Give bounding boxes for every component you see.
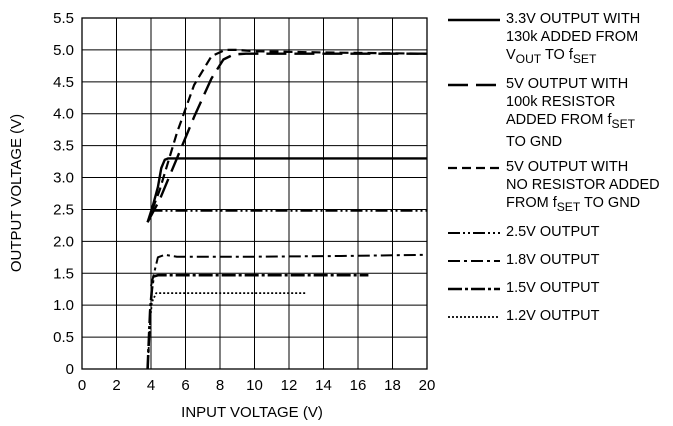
x-tick-label: 6 [181, 377, 189, 394]
x-tick-label: 16 [350, 377, 367, 394]
legend-item: 3.3V OUTPUT WITH 130k ADDED FROM VOUT TO f… [446, 10, 671, 68]
series-lines [146, 48, 428, 370]
legend-item: 2.5V OUTPUT [446, 223, 671, 241]
legend-label-line: 1.8V OUTPUT [506, 251, 600, 268]
x-tick-label: 8 [216, 377, 224, 394]
legend: 3.3V OUTPUT WITH 130k ADDED FROM VOUT TO f… [446, 10, 671, 325]
series-line [146, 157, 427, 223]
legend-label: 2.5V OUTPUT [506, 223, 599, 241]
y-tick-label: 3.0 [53, 170, 74, 187]
x-tick-label: 14 [315, 377, 332, 394]
series-line [150, 253, 428, 287]
legend-label-line: FROM fSET TO GND [506, 194, 641, 214]
y-tick-label: 5.0 [53, 42, 74, 59]
grid [81, 17, 428, 370]
legend-item: 5V OUTPUT WITH NO RESISTOR ADDED FROM fSET… [446, 158, 671, 216]
x-tick-label: 0 [78, 377, 86, 394]
series-line [146, 292, 307, 370]
y-tick-label: 1.5 [53, 265, 74, 282]
y-tick-label: 4.5 [53, 74, 74, 91]
legend-swatch [448, 18, 500, 22]
plot-frame [81, 17, 428, 370]
legend-label-line: 3.3V OUTPUT WITH [506, 11, 641, 27]
y-tick-label: 0 [66, 361, 74, 378]
legend-label: 3.3V OUTPUT WITH 130k ADDED FROM VOUT TO f… [506, 10, 640, 68]
legend-label-line: VOUT TO fSET [506, 47, 597, 66]
y-tick-label: 2.5 [53, 201, 74, 218]
series-line [146, 52, 427, 223]
legend-swatch [448, 83, 500, 87]
legend-label-line: ADDED FROM fSET [506, 111, 636, 131]
x-tick-label: 10 [246, 377, 263, 394]
legend-label: 1.8V OUTPUT [506, 251, 599, 269]
legend-label-line: 1.5V OUTPUT [506, 279, 600, 296]
series-line [146, 48, 428, 223]
y-tick-label: 1.0 [53, 297, 74, 314]
series-line [150, 209, 427, 214]
y-tick-label: 2.0 [53, 233, 74, 250]
x-tick-label: 20 [419, 377, 436, 394]
y-tick-label: 5.5 [53, 10, 74, 27]
x-tick-labels: 0 2 4 6 8 10 12 14 16 18 20 [78, 377, 436, 394]
legend-label-line: 100k RESISTOR [506, 93, 616, 110]
y-tick-labels: 0 0.5 1.0 1.5 2.0 2.5 3.0 3.5 4.0 4.5 5.0 5.5 [53, 10, 74, 378]
legend-item: 1.5V OUTPUT [446, 279, 671, 297]
legend-item: 1.2V OUTPUT [446, 307, 671, 325]
y-tick-label: 3.5 [53, 138, 74, 155]
y-tick-label: 4.0 [53, 106, 74, 123]
legend-swatch [448, 259, 500, 262]
y-tick-label: 0.5 [53, 329, 74, 346]
legend-label-line: 130k ADDED FROM [506, 29, 639, 45]
x-tick-label: 18 [384, 377, 401, 394]
legend-label-line: 5V OUTPUT WITH [506, 158, 629, 175]
x-tick-label: 4 [147, 377, 155, 394]
legend-label-line: TO GND [506, 133, 563, 150]
series-line [146, 273, 369, 370]
legend-swatch [448, 315, 500, 318]
legend-swatch [448, 231, 500, 234]
y-axis-label: OUTPUT VOLTAGE (V) [8, 114, 25, 272]
legend-label: 5V OUTPUT WITH NO RESISTOR ADDED FROM fSET… [506, 158, 660, 216]
x-tick-label: 2 [112, 377, 120, 394]
legend-label: 5V OUTPUT WITH 100k RESISTOR ADDED FROM fS… [506, 75, 635, 151]
legend-label-line: 1.2V OUTPUT [506, 307, 600, 324]
legend-label: 1.5V OUTPUT [506, 279, 599, 297]
legend-swatch [448, 287, 500, 290]
legend-item: 1.8V OUTPUT [446, 251, 671, 269]
legend-label: 1.2V OUTPUT [506, 307, 599, 325]
legend-label-line: 5V OUTPUT WITH [506, 75, 629, 92]
x-axis-label: INPUT VOLTAGE (V) [181, 404, 323, 421]
legend-label-line: NO RESISTOR ADDED [506, 176, 660, 193]
x-tick-label: 12 [281, 377, 298, 394]
legend-swatch [448, 166, 500, 169]
legend-label-line: 2.5V OUTPUT [506, 223, 600, 240]
legend-item: 5V OUTPUT WITH 100k RESISTOR ADDED FROM fS… [446, 75, 671, 151]
